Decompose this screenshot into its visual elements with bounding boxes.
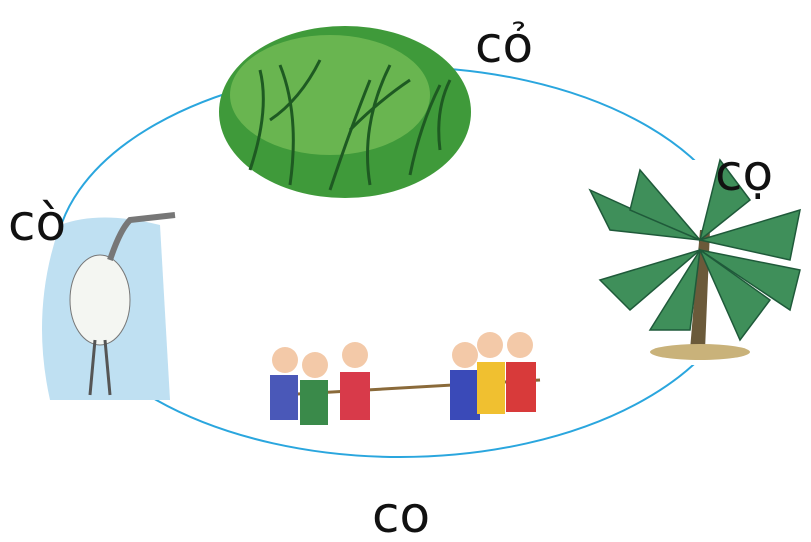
word-label: cỏ bbox=[475, 16, 533, 74]
word-label: cò bbox=[8, 194, 66, 252]
grass-picture bbox=[219, 26, 471, 198]
word-label: co bbox=[372, 486, 430, 542]
scene: cỏ cọ cò co bbox=[0, 0, 811, 542]
tug-of-war-picture bbox=[270, 332, 540, 425]
palm-picture bbox=[585, 160, 811, 365]
word-label: cọ bbox=[715, 144, 773, 202]
